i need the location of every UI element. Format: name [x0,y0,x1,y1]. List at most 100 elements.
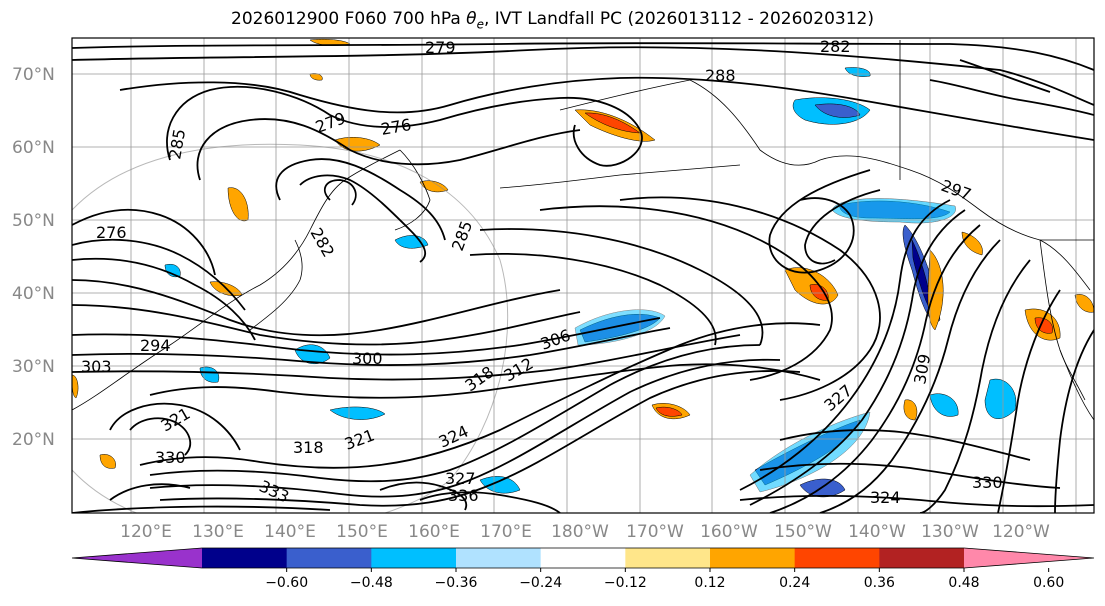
colorbar-extend-high [964,548,1094,568]
lat-label: 30°N [12,357,55,377]
coast-japan [249,239,303,331]
blob-neg-alaska-core [814,103,861,118]
contour-label: 303 [81,357,112,376]
blob-pos-arctic [309,38,351,46]
colorbar-bin [879,548,965,568]
latitude-labels: 70°N 60°N 50°N 40°N 30°N 20°N [12,65,55,450]
colorbar-tick-label: 0.36 [864,575,895,591]
map-frame [71,37,1095,514]
contour-label: 324 [870,488,901,507]
title-theta-symbol: θ [466,9,477,29]
colorbar-tick-label: 0.48 [948,575,979,591]
contour-label: 285 [165,127,189,160]
coast-asia [72,149,401,411]
contour-label: 318 [293,438,324,457]
contour-label: 276 [379,115,412,139]
contour-label: 282 [307,225,339,261]
colorbar-tick-label: 0.24 [779,575,810,591]
lon-label: 120°W [992,522,1050,542]
contour-label: 288 [705,66,736,85]
blob-pos-japan [227,187,249,222]
lon-label: 150°E [336,522,388,542]
blob-neg-west-3 [479,476,521,494]
colorbar-extend-low [72,548,202,568]
contour-label: 300 [352,349,383,368]
colorbar-bin [710,548,796,568]
contour-label: 324 [436,421,472,451]
contour-label: 306 [538,325,573,353]
contour-label: 330 [972,473,1003,492]
lon-label: 120°E [120,522,172,542]
colorbar-bin [371,548,457,568]
blob-pos-west-edge [72,374,79,399]
title-prefix: 2026012900 F060 700 hPa [231,9,467,29]
coast-baja [1059,349,1086,401]
coast-aleutians [499,164,741,189]
lon-label: 140°E [264,522,316,542]
contour-label: 321 [342,425,377,453]
lon-label: 150°W [774,522,832,542]
contour-label: 309 [910,352,934,385]
contour-label: 297 [939,176,974,204]
lat-label: 40°N [12,284,55,304]
lon-label: 170°E [480,522,532,542]
colorbar-tick-label: −0.60 [265,575,308,591]
lat-label: 60°N [12,138,55,158]
blob-neg-east-4 [984,378,1017,419]
blob-pos-sub-3 [99,454,116,469]
lon-label: 160°W [700,522,758,542]
blob-neg-west-5 [199,366,220,383]
projection-circle [72,143,509,513]
colorbar-tick-label: −0.24 [519,575,562,591]
longitude-labels: 120°E 130°E 140°E 150°E 160°E 170°E 180°… [120,522,1050,542]
lon-label: 130°E [192,522,244,542]
contour-label: 336 [448,486,479,505]
colorbar: −0.60 −0.48 −0.36 −0.24 −0.12 0.12 0.24 0.36 0.4… [71,547,1095,591]
lat-label: 70°N [12,65,55,85]
title-subscript: e [476,17,484,32]
blob-neg-kamchatka [394,235,429,249]
lon-label: 170°W [626,522,684,542]
lon-label: 160°E [408,522,460,542]
title-suffix: , IVT Landfall PC (2026013112 - 20260203… [483,9,874,29]
colorbar-tick-label: 0.12 [694,575,725,591]
colorbar-tick-label: −0.36 [435,575,478,591]
colorbar-bin [286,548,372,568]
colorbar-bin [456,548,542,568]
contour-label: 276 [96,223,127,242]
blob-neg-gulf-outer [831,198,956,224]
blob-neg-subtropic-jet-halo [574,309,666,346]
contour-label: 282 [820,37,851,56]
lat-label: 20°N [12,430,55,450]
map-plot-area: 279 282 288 279 276 285 285 276 282 294 … [72,37,1094,513]
contour-label: 330 [155,448,186,467]
contour-label: 327 [445,469,476,488]
colorbar-bin [794,548,880,568]
blob-pos-sub-2 [903,399,918,421]
figure-title: 2026012900 F060 700 hPa θe, IVT Landfall… [0,9,1105,31]
contour-label: 321 [158,404,194,436]
contour-label: 279 [313,108,348,136]
colorbar-tick-label: −0.48 [350,575,393,591]
contour-label: 294 [140,336,171,355]
blob-neg-east-5 [929,393,959,417]
colorbar-tick-label: −0.12 [604,575,647,591]
coast-na-west [1039,239,1094,421]
lon-label: 130°W [921,522,979,542]
blob-neg-sw-band-halo [749,411,871,493]
lon-label: 180°W [551,522,609,542]
contour-label: 279 [425,38,456,57]
blob-pos-sub-1-core [655,406,683,417]
colorbar-bin [202,548,288,568]
blob-neg-west-2 [329,406,386,420]
colorbar-tick-label: 0.60 [1033,575,1064,591]
colorbar-outline [71,547,1095,569]
colorbar-bin [625,548,711,568]
blob-neg-west-4 [164,264,181,278]
lon-label: 140°W [848,522,906,542]
colorbar-bin [540,548,626,568]
contour-label: 333 [256,476,292,506]
lat-label: 50°N [12,211,55,231]
theta-e-contours [72,42,1094,513]
